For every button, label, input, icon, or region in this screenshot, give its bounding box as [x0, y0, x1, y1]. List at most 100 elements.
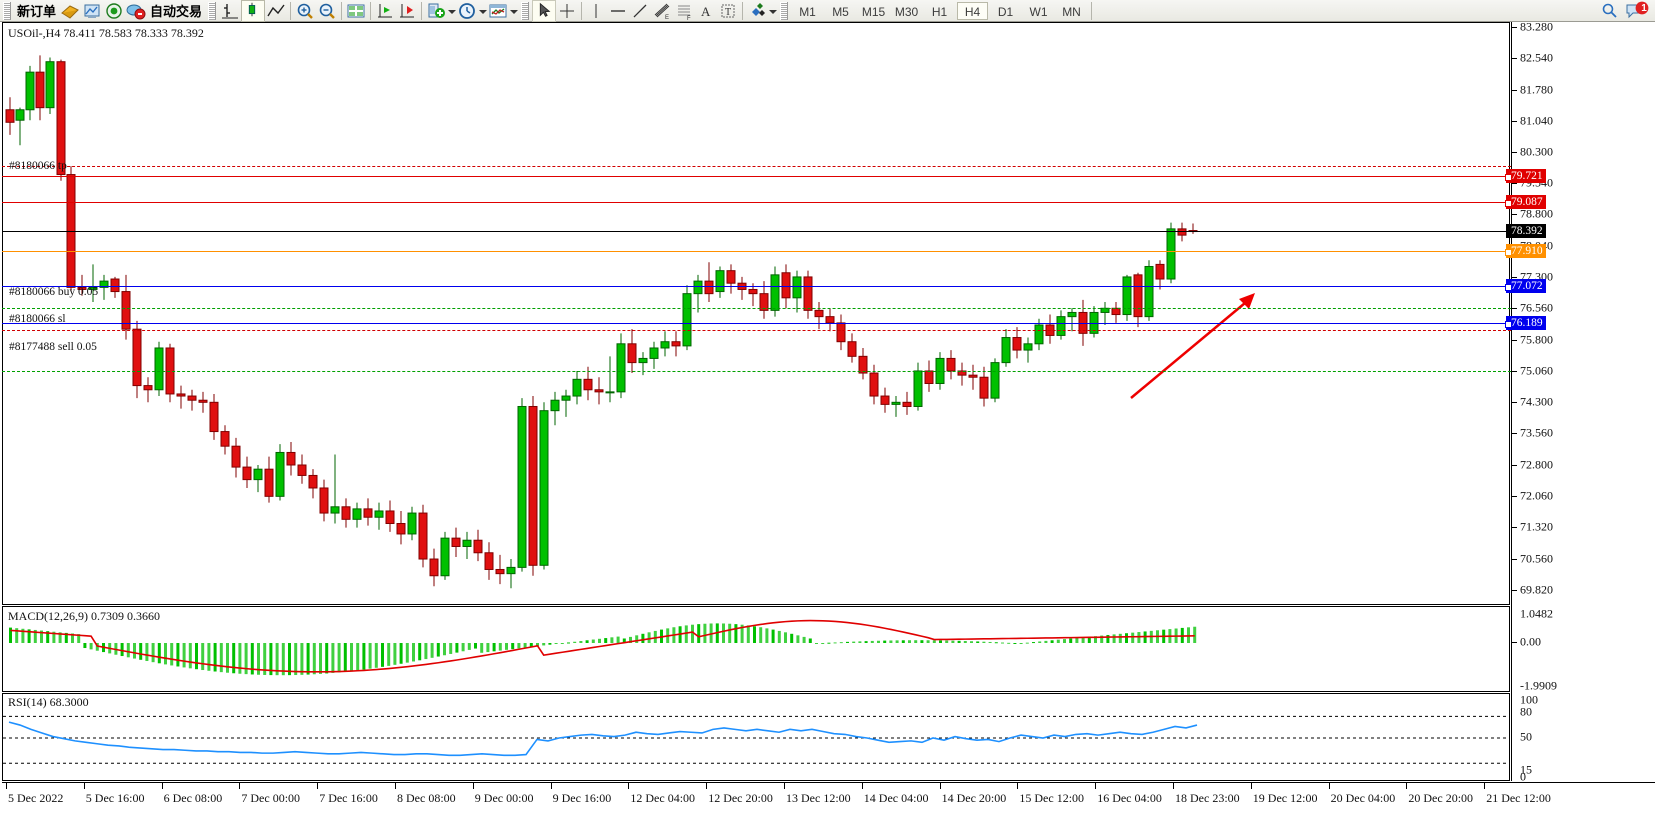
- auto-scroll-icon[interactable]: [396, 1, 418, 21]
- templates-dropdown-arrow[interactable]: [509, 1, 519, 21]
- label-icon[interactable]: T: [717, 1, 739, 21]
- text-icon[interactable]: A: [695, 1, 717, 21]
- order-line-77910[interactable]: [2, 249, 1512, 257]
- vline-icon[interactable]: [585, 1, 607, 21]
- equidistant-channel-icon[interactable]: E: [651, 1, 673, 21]
- time-tick-label: 12 Dec 04:00: [630, 791, 696, 805]
- time-tick-label: 7 Dec 00:00: [241, 791, 301, 805]
- time-tick: [550, 783, 552, 789]
- price-tag-78392[interactable]: 78.392: [1506, 224, 1546, 239]
- timeframe-w1[interactable]: W1: [1029, 4, 1048, 19]
- order-label[interactable]: #8180066 buy 0.05: [9, 285, 99, 298]
- order-line-77072[interactable]: [2, 284, 1512, 292]
- price-tag-79721[interactable]: 79.721: [1506, 168, 1546, 183]
- timeframe-h1[interactable]: H1: [931, 4, 948, 19]
- toolbar-grip-2[interactable]: [208, 1, 217, 20]
- terminal-icon[interactable]: [81, 1, 103, 21]
- svg-text:F: F: [687, 16, 691, 21]
- svg-text:T: T: [725, 7, 731, 18]
- bid-price-line[interactable]: [2, 231, 1511, 233]
- time-axis[interactable]: 5 Dec 2022 5 Dec 16:00 6 Dec 08:00 7 Dec 00…: [2, 782, 1655, 820]
- chart-shift-icon[interactable]: [374, 1, 396, 21]
- period-icon[interactable]: [456, 1, 478, 21]
- new-order-button[interactable]: 新订单: [17, 4, 57, 19]
- price-tick-label: 69.820: [1520, 582, 1553, 597]
- time-tick: [1406, 783, 1408, 789]
- price-axis[interactable]: 83.280 82.540 81.780 81.040 80.300 79.540 78.8…: [1506, 20, 1655, 784]
- time-tick-label: 5 Dec 16:00: [85, 791, 145, 805]
- time-tick: [939, 783, 941, 789]
- signals-icon[interactable]: [103, 1, 125, 21]
- timeframe-d1[interactable]: D1: [997, 4, 1014, 19]
- price-tag-77910[interactable]: 77.910: [1506, 244, 1546, 259]
- candlestick-icon[interactable]: [241, 0, 266, 22]
- toolbar-grip-1[interactable]: [3, 1, 11, 20]
- price-tick-label: 71.320: [1520, 519, 1553, 534]
- toolbar-grip-3[interactable]: [521, 1, 530, 20]
- order-tp-dash-line[interactable]: [2, 166, 1511, 168]
- time-tick: [395, 783, 396, 789]
- search-icon[interactable]: [1599, 1, 1621, 21]
- auto-trading-button[interactable]: 自动交易: [150, 4, 203, 19]
- order-label[interactable]: #8177488 sell 0.05: [9, 341, 97, 354]
- timeframe-h4[interactable]: H4: [957, 1, 989, 20]
- macd-tick: [1512, 642, 1517, 643]
- svg-text:A: A: [701, 4, 711, 19]
- crosshair-icon[interactable]: [556, 1, 578, 21]
- templates-icon[interactable]: [487, 1, 509, 21]
- order-label[interactable]: #8180066 sl: [9, 312, 66, 325]
- price-tick: [1512, 214, 1517, 216]
- cursor-icon[interactable]: [532, 0, 557, 22]
- price-tag-77072[interactable]: 77.072: [1506, 279, 1546, 294]
- indicators-dropdown-arrow[interactable]: [447, 1, 457, 21]
- chart-workspace[interactable]: USOil-,H4 78.411 78.583 78.333 78.392 MA…: [0, 20, 1655, 820]
- price-tick: [1512, 27, 1517, 28]
- alert-badge-count: 1: [1641, 2, 1647, 14]
- timeframe-m15[interactable]: M15: [861, 4, 886, 19]
- time-tick: [706, 783, 708, 789]
- order-line-79721[interactable]: [2, 173, 1512, 181]
- price-tag-76189[interactable]: 76.189: [1506, 316, 1546, 331]
- order-level-dash-green-1[interactable]: [2, 307, 1511, 309]
- rsi-tick-label: 15: [1520, 762, 1532, 777]
- rsi-tick-label: 80: [1520, 704, 1532, 719]
- fibonacci-icon[interactable]: F: [673, 1, 695, 22]
- timeframe-m1[interactable]: M1: [799, 4, 816, 19]
- objects-icon[interactable]: [746, 1, 768, 21]
- trendline-icon[interactable]: [629, 1, 651, 21]
- order-line-79087[interactable]: [2, 200, 1512, 208]
- time-tick-label: 18 Dec 23:00: [1175, 791, 1240, 805]
- timeframe-mn[interactable]: MN: [1062, 4, 1081, 19]
- time-tick: [6, 783, 7, 789]
- toolbar-grip-4[interactable]: [780, 1, 789, 20]
- zoom-in-icon[interactable]: [294, 1, 316, 21]
- hline-icon[interactable]: [607, 1, 629, 21]
- price-pane[interactable]: USOil-,H4 78.411 78.583 78.333 78.392: [2, 22, 1510, 605]
- timeframe-m5[interactable]: M5: [832, 4, 849, 19]
- price-tag-79087[interactable]: 79.087: [1506, 195, 1546, 210]
- order-label[interactable]: #8180066 tp: [9, 160, 67, 173]
- order-line-76189[interactable]: [2, 321, 1512, 329]
- order-level-dash-green-2[interactable]: [2, 370, 1511, 372]
- bar-chart-icon[interactable]: [219, 1, 241, 21]
- time-tick: [1173, 783, 1174, 789]
- time-tick-label: 16 Dec 04:00: [1097, 791, 1162, 805]
- objects-dropdown-arrow[interactable]: [768, 1, 778, 21]
- indicators-icon[interactable]: [425, 1, 447, 21]
- macd-tick-label: 0.00: [1520, 634, 1541, 649]
- data-window-icon[interactable]: [345, 1, 367, 21]
- time-tick-label: 20 Dec 04:00: [1330, 791, 1396, 805]
- price-tick-label: 75.800: [1520, 332, 1553, 347]
- autotrading-icon[interactable]: [125, 1, 147, 21]
- time-tick: [239, 783, 241, 789]
- period-dropdown-arrow[interactable]: [478, 1, 488, 21]
- line-chart-icon[interactable]: [265, 1, 287, 21]
- alerts-icon[interactable]: 1: [1625, 1, 1649, 21]
- order-sl-dash-line[interactable]: [2, 330, 1511, 332]
- template-icon[interactable]: [59, 1, 81, 21]
- timeframe-m30[interactable]: M30: [894, 4, 919, 19]
- zoom-out-icon[interactable]: [316, 1, 338, 21]
- rsi-pane[interactable]: RSI(14) 68.3000: [2, 693, 1510, 781]
- macd-pane[interactable]: MACD(12,26,9) 0.7309 0.3660: [2, 606, 1510, 692]
- uptrend-arrow: [1130, 293, 1255, 399]
